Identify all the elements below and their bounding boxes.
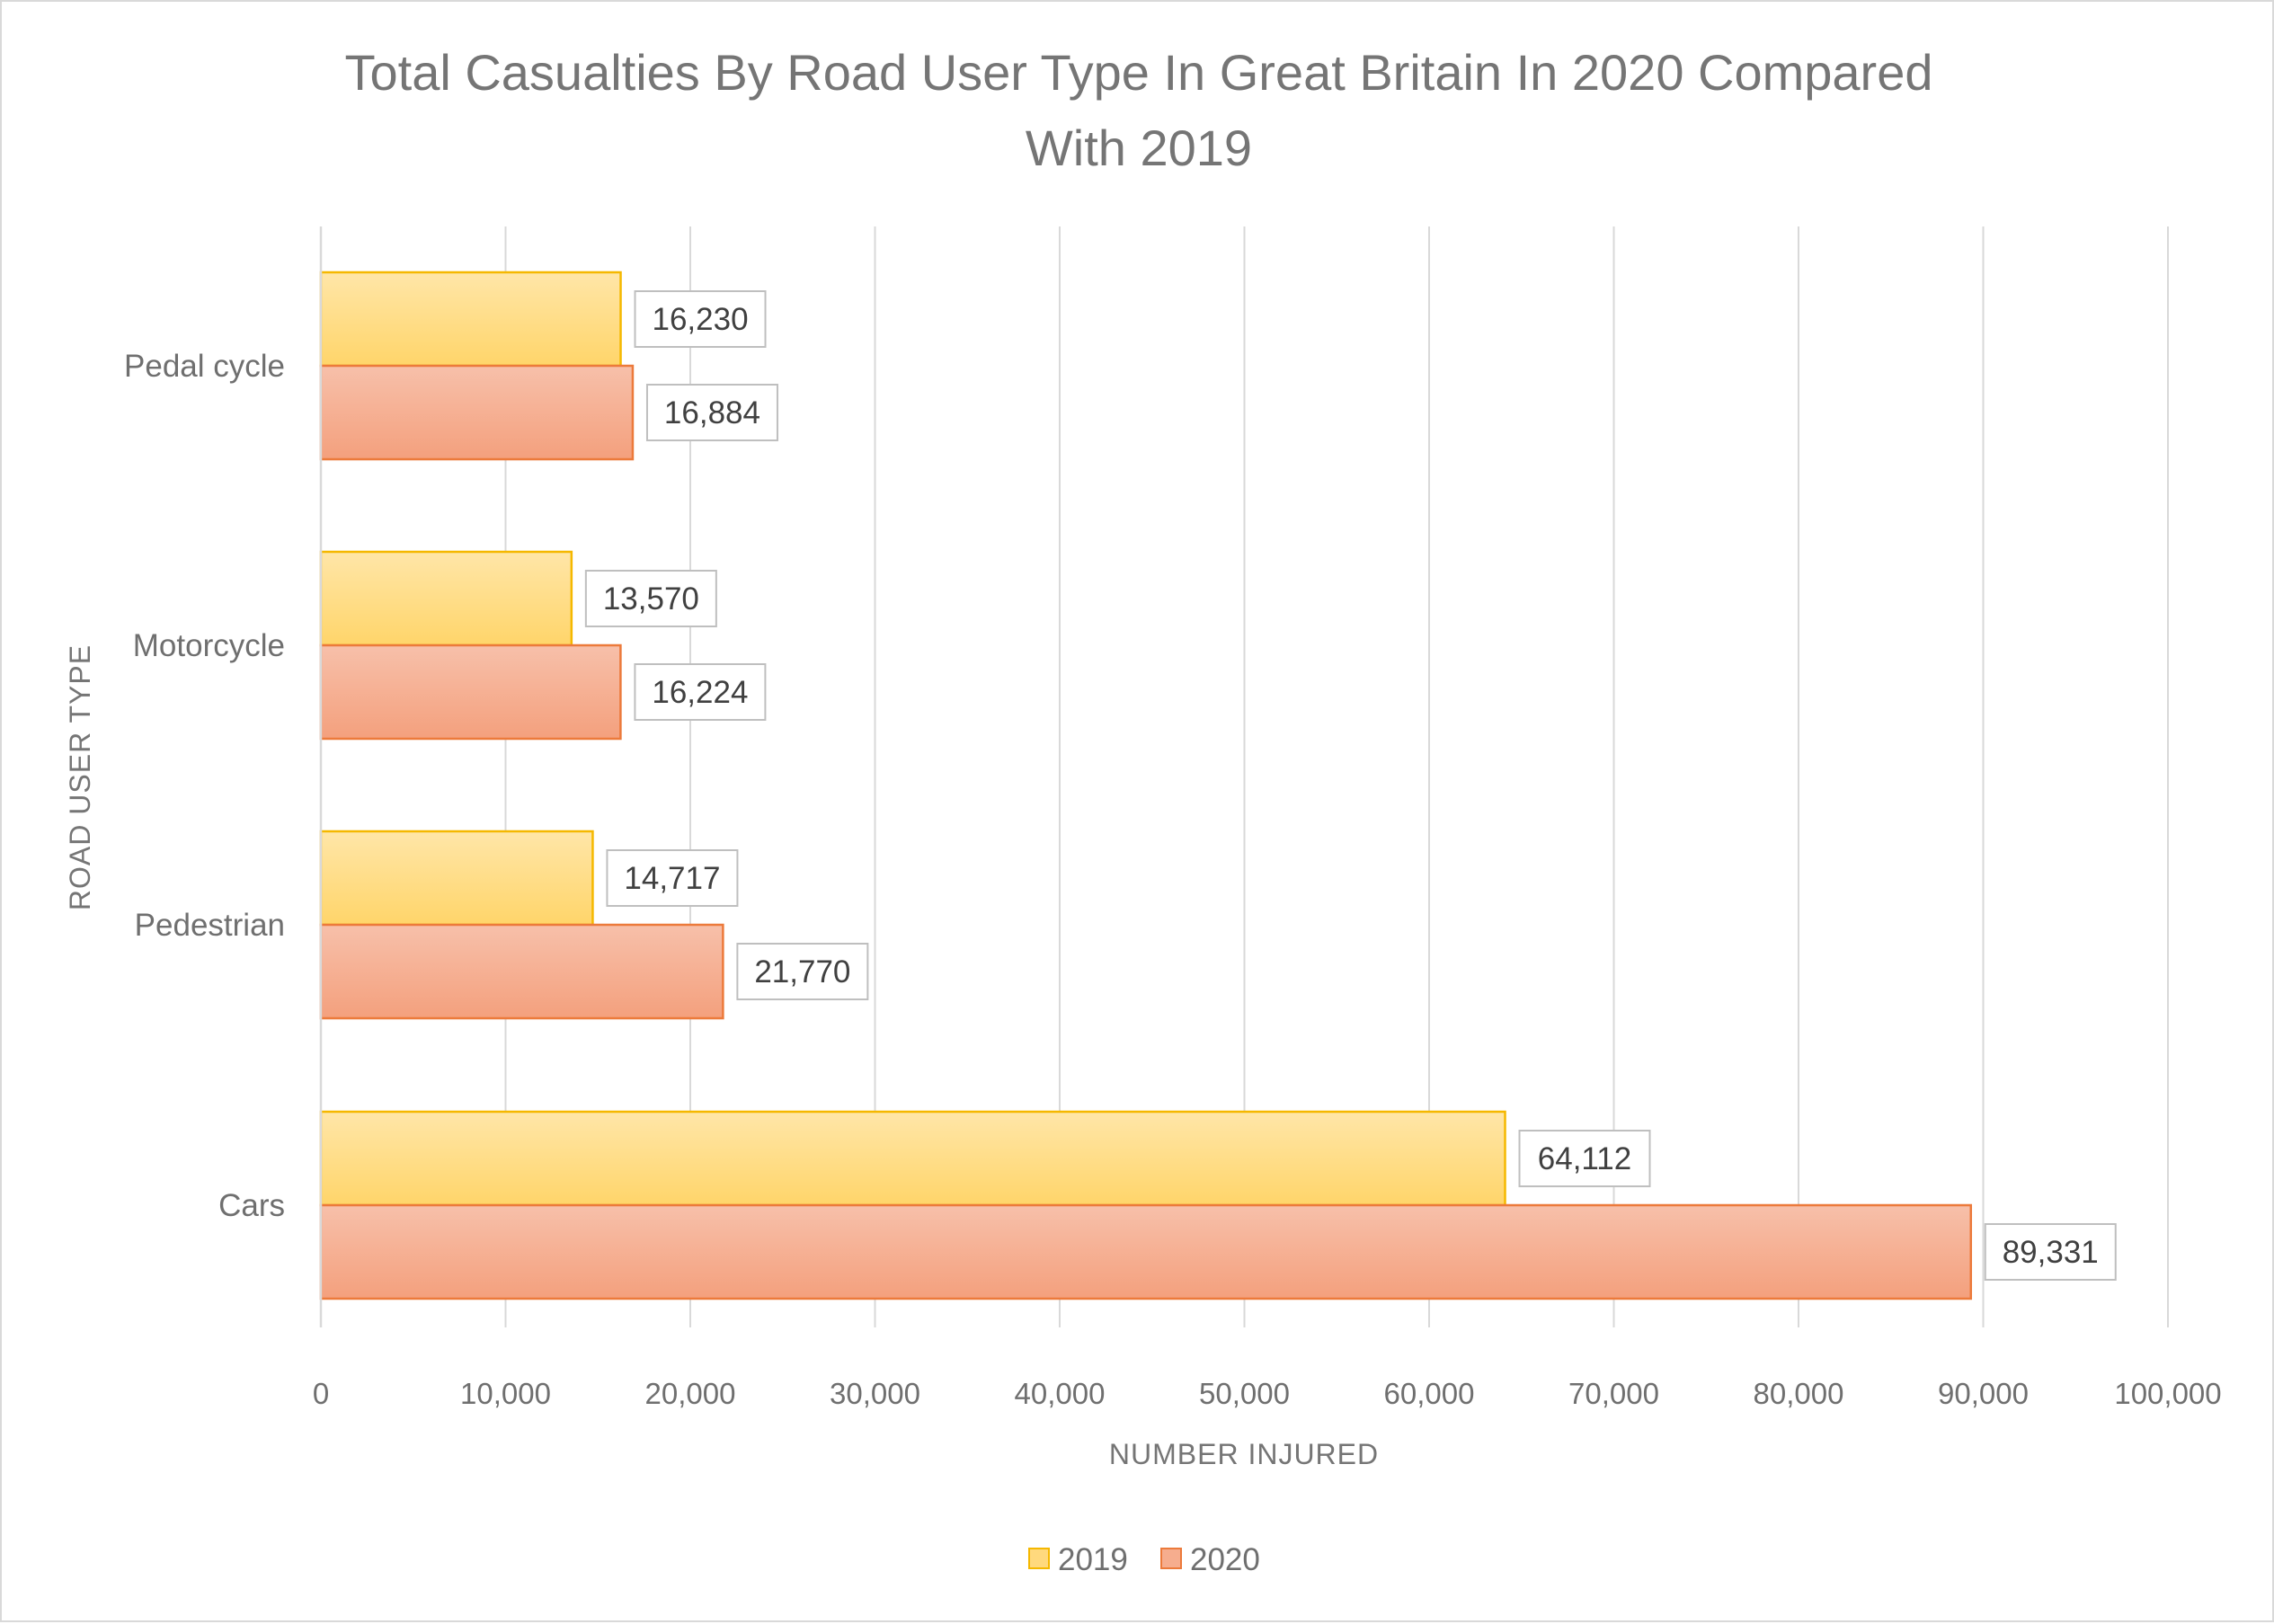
legend: 2019 2020 <box>1028 1542 1260 1577</box>
data-label: 64,112 <box>1538 1141 1631 1176</box>
data-label-box <box>634 290 767 348</box>
category-label: Pedestrian <box>135 908 285 943</box>
data-label: 21,770 <box>754 954 850 989</box>
data-label-box <box>1984 1223 2117 1281</box>
bar-2020-motorcycle <box>319 643 622 741</box>
x-axis-title: NUMBER INJURED <box>1109 1438 1379 1470</box>
x-tick-label: 80,000 <box>1754 1377 1844 1410</box>
x-tick-label: 70,000 <box>1568 1377 1659 1410</box>
data-label-box <box>736 943 869 1000</box>
x-tick-label: 60,000 <box>1384 1377 1475 1410</box>
x-tick-label: 50,000 <box>1199 1377 1290 1410</box>
bar-2019-pedal-cycle <box>319 271 622 368</box>
x-tick-label: 0 <box>313 1377 329 1410</box>
bars <box>319 271 1973 1300</box>
legend-label-2020: 2020 <box>1190 1542 1260 1577</box>
legend-swatch-2019 <box>1028 1548 1050 1569</box>
bar-2020-cars <box>319 1203 1973 1300</box>
data-label: 16,224 <box>652 675 748 710</box>
legend-swatch-2020 <box>1160 1548 1182 1569</box>
bar-2019-pedestrian <box>319 830 594 927</box>
data-label-box <box>584 570 717 627</box>
x-tick-label: 20,000 <box>645 1377 736 1410</box>
data-label: 14,717 <box>624 861 720 896</box>
chart-title-line: With 2019 <box>1026 120 1252 176</box>
bar-2019-motorcycle <box>319 550 573 647</box>
x-tick-label: 90,000 <box>1938 1377 2029 1410</box>
data-label-box <box>606 849 739 907</box>
data-label: 89,331 <box>2003 1235 2099 1270</box>
x-tick-label: 40,000 <box>1015 1377 1106 1410</box>
data-label: 16,884 <box>664 395 760 430</box>
axes: Pedal cycle Motorcycle Pedestrian Cars 0 10,0… <box>64 226 2222 1470</box>
category-label: Cars <box>218 1188 285 1223</box>
bar-2020-pedestrian <box>319 923 724 1020</box>
x-tick-label: 10,000 <box>460 1377 551 1410</box>
x-tick-label: 100,000 <box>2114 1377 2221 1410</box>
bar-2019-cars <box>319 1110 1506 1207</box>
data-label: 13,570 <box>603 581 699 617</box>
category-label: Motorcycle <box>133 628 285 663</box>
bar-2020-pedal-cycle <box>319 364 635 461</box>
x-tick-label: 30,000 <box>830 1377 920 1410</box>
data-label-box <box>634 663 767 721</box>
data-labels: 16,230 16,884 13,570 16,224 14,717 21,770 64,1… <box>584 290 2117 1281</box>
chart-title: Total Casualties By Road User Type In Gr… <box>345 44 1933 176</box>
data-label: 16,230 <box>652 302 748 337</box>
chart-title-line: Total Casualties By Road User Type In Gr… <box>345 44 1933 101</box>
category-label: Pedal cycle <box>124 349 285 384</box>
legend-label-2019: 2019 <box>1058 1542 1128 1577</box>
y-axis-title: ROAD USER TYPE <box>64 644 96 910</box>
data-label-box <box>1518 1130 1651 1187</box>
data-label-box <box>645 384 778 441</box>
